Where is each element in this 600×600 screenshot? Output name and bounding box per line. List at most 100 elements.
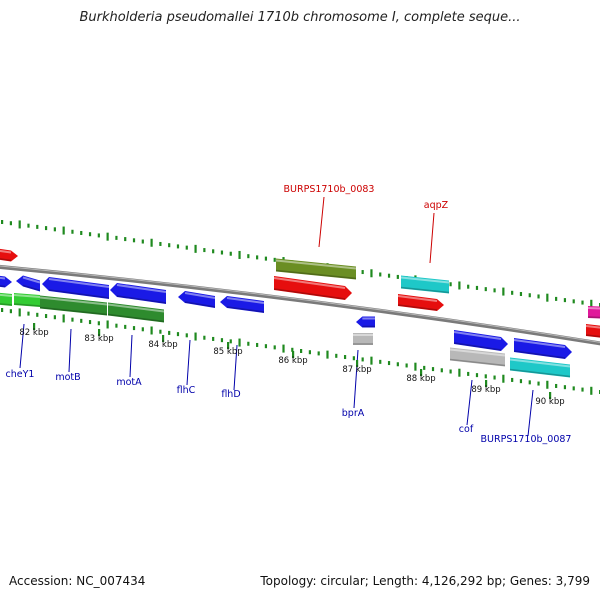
- gene-labels[interactable]: cheY1 motB motA flhC flhD bprA cof BURPS1710b_0…: [6, 184, 572, 445]
- upper-tick-dot: [159, 241, 162, 246]
- upper-tick-dot: [150, 238, 153, 247]
- gene-label-leader: [68, 328, 72, 373]
- gene-cyan-aqpZ[interactable]: [400, 275, 450, 294]
- topology-summary: Topology: circular; Length: 4,126,292 bp…: [260, 574, 590, 588]
- gene-BURPS1710b_0083-shape: [276, 258, 356, 280]
- lower-tick-dot: [168, 330, 171, 335]
- gene-motA[interactable]: [110, 283, 167, 304]
- upper-tick-dot: [97, 233, 100, 238]
- gene-BURPS1710b_0087-shadow: [509, 368, 571, 378]
- lower-tick-dot: [431, 367, 435, 372]
- gene-cof-highlight: [453, 331, 502, 340]
- gene-magenta-right[interactable]: [587, 306, 600, 319]
- gene-BURPS1710b_0083-highlight: [275, 259, 357, 270]
- gene-red-right[interactable]: [585, 324, 600, 338]
- lower-tick-dot: [590, 386, 593, 395]
- gene-label-leader: [19, 323, 25, 369]
- gene-red-left[interactable]: [0, 248, 18, 262]
- upper-tick-dot: [36, 224, 39, 229]
- gene-label-BURPS1710b_0087[interactable]: BURPS1710b_0087: [481, 389, 572, 445]
- gene-lightgreen-a[interactable]: [0, 292, 13, 306]
- gene-green-a[interactable]: [39, 295, 108, 316]
- gene-motA-shadow: [116, 295, 167, 304]
- gene-blue-left-shape: [0, 275, 12, 288]
- gene-label-text: flhC: [177, 385, 196, 396]
- gene-flhC[interactable]: [178, 291, 216, 308]
- kbp-tick-mark: [162, 335, 165, 342]
- gene-label-flhD[interactable]: flhD: [221, 344, 241, 400]
- gene-BURPS1710b_0087[interactable]: [509, 357, 571, 378]
- lower-tick-dot: [132, 326, 136, 331]
- gene-label-motA[interactable]: motA: [116, 334, 142, 388]
- gene-bprA[interactable]: [356, 316, 375, 328]
- gene-aqpZ-highlight: [397, 295, 438, 302]
- lower-tick-dot: [343, 355, 347, 360]
- gene-label-cheY1[interactable]: cheY1: [6, 323, 35, 380]
- lower-tick-dot: [405, 363, 408, 368]
- gene-flhD-highlight: [226, 297, 265, 304]
- upper-tick-dot: [458, 281, 461, 290]
- upper-tick-dot: [475, 285, 479, 290]
- gene-label-aqpZ[interactable]: aqpZ: [424, 200, 449, 264]
- gene-label-cof[interactable]: cof: [459, 379, 474, 435]
- gene-red-right-shape: [586, 324, 600, 338]
- gene-cof[interactable]: [453, 330, 508, 351]
- gene-blue-left[interactable]: [0, 275, 12, 288]
- kbp-tick-mark: [356, 360, 359, 367]
- lower-tick-dot: [1, 308, 4, 312]
- gene-gray-b[interactable]: [449, 347, 506, 367]
- gene-lightgreen-b[interactable]: [13, 293, 41, 307]
- upper-tick-dot: [44, 226, 48, 231]
- kbp-tick-label: 82 kbp: [19, 328, 48, 338]
- gene-flhC-shape: [178, 291, 215, 308]
- lower-tick-dot: [150, 326, 153, 335]
- gene-label-leader: [233, 344, 238, 391]
- lower-tick-dot: [502, 374, 505, 383]
- lower-tick-dot: [71, 317, 74, 322]
- gene-red-mid[interactable]: [273, 276, 352, 300]
- gene-green-b[interactable]: [107, 302, 165, 323]
- lower-tick-dot: [229, 339, 232, 344]
- gene-features[interactable]: [0, 248, 600, 378]
- gene-label-bprA[interactable]: bprA: [342, 349, 365, 419]
- gene-red-right-shadow: [585, 334, 600, 338]
- gene-flhD[interactable]: [220, 296, 265, 313]
- gene-blue-right-highlight: [513, 339, 566, 348]
- gene-label-motB[interactable]: motB: [55, 328, 81, 383]
- upper-tick-dot: [80, 230, 83, 235]
- kbp-tick-label: 88 kbp: [406, 374, 435, 384]
- gene-green-b-highlight: [107, 303, 165, 313]
- gene-label-text: cof: [459, 424, 474, 435]
- gene-label-leader: [186, 339, 191, 386]
- gene-motB[interactable]: [42, 277, 110, 299]
- upper-tick-dot: [467, 284, 470, 289]
- gene-green-b-shadow: [107, 313, 165, 323]
- kbp-tick-mark: [33, 323, 36, 330]
- gene-blue-right[interactable]: [513, 338, 572, 359]
- upper-tick-dot: [18, 220, 21, 229]
- lower-tick-dot: [581, 387, 584, 392]
- lower-tick-dot: [97, 321, 100, 326]
- gene-green-b-shape: [108, 302, 164, 323]
- gene-BURPS1710b_0083[interactable]: [275, 258, 357, 280]
- upper-tick-dot: [1, 220, 4, 224]
- lower-tick-dot: [555, 383, 558, 388]
- gene-aqpZ[interactable]: [397, 294, 444, 311]
- upper-tick-dot: [519, 292, 523, 297]
- gene-cheY1[interactable]: [16, 275, 41, 292]
- upper-tick-dot: [88, 232, 92, 237]
- gene-label-flhC[interactable]: flhC: [177, 339, 196, 396]
- gene-gray-a[interactable]: [353, 333, 373, 345]
- lower-tick-dot: [352, 356, 355, 361]
- gene-cheY1-shape: [16, 275, 40, 292]
- lower-tick-dot: [124, 324, 127, 329]
- gene-label-leader: [466, 379, 473, 426]
- upper-tick-dot: [590, 299, 593, 308]
- gene-motA-shape: [110, 283, 166, 304]
- gene-label-BURPS1710b_0083[interactable]: BURPS1710b_0083: [284, 184, 375, 248]
- kbp-tick-label: 85 kbp: [213, 347, 242, 357]
- lower-tick-dot: [88, 320, 92, 325]
- upper-tick-dot: [62, 226, 65, 235]
- lower-tick-dot: [36, 312, 39, 317]
